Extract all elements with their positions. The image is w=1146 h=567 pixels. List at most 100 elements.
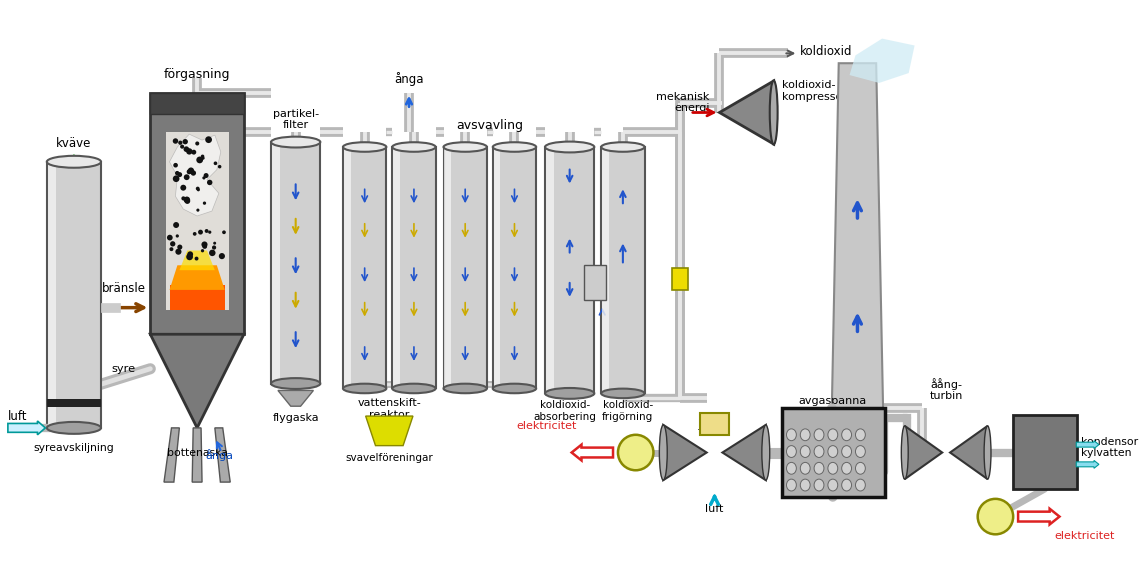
- Polygon shape: [545, 149, 554, 391]
- Ellipse shape: [444, 142, 487, 152]
- Ellipse shape: [602, 142, 644, 152]
- Text: partikel-
filter: partikel- filter: [273, 109, 319, 130]
- Circle shape: [170, 247, 173, 251]
- Circle shape: [182, 139, 188, 145]
- Polygon shape: [272, 144, 280, 382]
- Circle shape: [186, 253, 193, 260]
- Polygon shape: [214, 428, 230, 482]
- Text: syreavskiljning: syreavskiljning: [33, 443, 115, 452]
- Text: gas-
turbin: gas- turbin: [698, 415, 731, 437]
- Ellipse shape: [545, 142, 595, 153]
- FancyArrow shape: [1076, 441, 1099, 448]
- FancyBboxPatch shape: [584, 265, 606, 300]
- Circle shape: [201, 155, 204, 158]
- Circle shape: [202, 242, 207, 248]
- Text: koldioxid: koldioxid: [800, 45, 853, 58]
- Polygon shape: [720, 81, 774, 144]
- Circle shape: [618, 435, 653, 470]
- Circle shape: [178, 172, 182, 177]
- Circle shape: [198, 230, 203, 235]
- Ellipse shape: [770, 81, 778, 145]
- Ellipse shape: [841, 462, 851, 474]
- Ellipse shape: [47, 422, 101, 434]
- Text: ånga: ånga: [394, 72, 424, 86]
- Circle shape: [213, 242, 217, 245]
- Circle shape: [978, 499, 1013, 534]
- Ellipse shape: [800, 462, 810, 474]
- Ellipse shape: [786, 446, 796, 458]
- Circle shape: [203, 176, 205, 180]
- Circle shape: [181, 196, 186, 201]
- FancyArrow shape: [1076, 460, 1099, 468]
- Circle shape: [170, 241, 175, 247]
- Text: bottenaska: bottenaska: [166, 447, 228, 458]
- Text: elektricitet: elektricitet: [516, 421, 576, 431]
- Polygon shape: [545, 147, 595, 393]
- Ellipse shape: [841, 479, 851, 491]
- Polygon shape: [170, 265, 225, 290]
- Polygon shape: [170, 134, 221, 216]
- Text: kväve: kväve: [56, 137, 92, 150]
- Text: koldioxid-
frigörning: koldioxid- frigörning: [602, 400, 653, 422]
- Ellipse shape: [827, 446, 838, 458]
- Polygon shape: [344, 149, 351, 387]
- Circle shape: [173, 163, 178, 167]
- Circle shape: [178, 244, 182, 249]
- Polygon shape: [950, 426, 988, 479]
- Circle shape: [196, 187, 199, 191]
- Circle shape: [187, 169, 191, 174]
- Text: luft: luft: [8, 409, 28, 422]
- Polygon shape: [664, 425, 707, 480]
- Circle shape: [196, 156, 203, 163]
- Text: ~: ~: [629, 445, 642, 460]
- Polygon shape: [494, 149, 501, 387]
- Circle shape: [205, 136, 212, 143]
- Ellipse shape: [493, 384, 536, 393]
- Ellipse shape: [493, 142, 536, 152]
- Polygon shape: [493, 147, 536, 388]
- Polygon shape: [150, 335, 244, 428]
- Ellipse shape: [855, 462, 865, 474]
- Circle shape: [196, 209, 199, 211]
- Circle shape: [180, 185, 187, 191]
- Circle shape: [204, 173, 209, 178]
- Text: ånga: ånga: [205, 450, 233, 462]
- Polygon shape: [193, 428, 202, 482]
- Circle shape: [183, 197, 190, 203]
- Circle shape: [195, 141, 199, 146]
- Polygon shape: [366, 416, 413, 446]
- Ellipse shape: [786, 429, 796, 441]
- Circle shape: [173, 222, 179, 228]
- Circle shape: [203, 201, 206, 205]
- Polygon shape: [392, 147, 435, 388]
- FancyBboxPatch shape: [782, 408, 885, 497]
- Polygon shape: [722, 425, 766, 480]
- Polygon shape: [170, 285, 225, 310]
- Ellipse shape: [827, 479, 838, 491]
- Circle shape: [222, 230, 226, 234]
- Ellipse shape: [392, 384, 435, 393]
- Ellipse shape: [272, 378, 321, 389]
- Polygon shape: [180, 251, 214, 270]
- Circle shape: [167, 235, 173, 240]
- Circle shape: [183, 174, 189, 180]
- Polygon shape: [393, 149, 400, 387]
- Polygon shape: [445, 149, 452, 387]
- FancyBboxPatch shape: [1013, 415, 1077, 489]
- Ellipse shape: [855, 446, 865, 458]
- Polygon shape: [849, 39, 915, 83]
- Circle shape: [209, 231, 211, 234]
- Ellipse shape: [800, 479, 810, 491]
- Polygon shape: [164, 428, 180, 482]
- Text: avsvavling: avsvavling: [456, 119, 524, 132]
- Circle shape: [180, 145, 185, 149]
- Ellipse shape: [392, 142, 435, 152]
- Ellipse shape: [602, 388, 644, 398]
- Circle shape: [218, 165, 221, 168]
- Ellipse shape: [827, 462, 838, 474]
- Polygon shape: [602, 147, 644, 393]
- Text: avgaspanna
(HRSG): avgaspanna (HRSG): [799, 396, 866, 418]
- Ellipse shape: [841, 429, 851, 441]
- Text: elektricitet: elektricitet: [1054, 531, 1115, 541]
- Ellipse shape: [343, 142, 386, 152]
